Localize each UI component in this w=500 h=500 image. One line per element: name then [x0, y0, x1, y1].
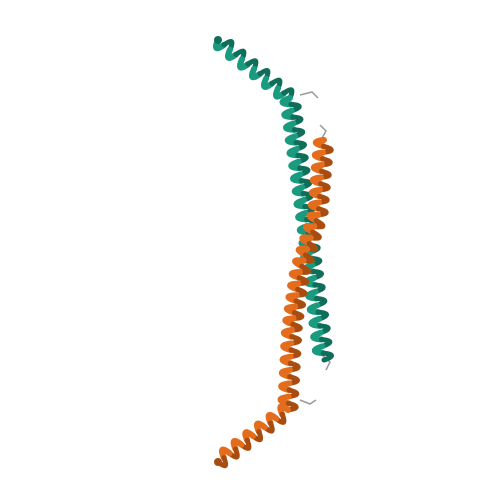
teal-helix-segment — [279, 95, 314, 203]
linker-strand — [319, 124, 327, 139]
orange-terminus — [214, 458, 222, 466]
helix-ribbons — [213, 36, 335, 469]
linker-strand — [299, 91, 319, 99]
orange-helix-segment — [307, 137, 334, 218]
orange-helix-segment — [282, 269, 310, 333]
orange-helix-segment — [215, 403, 291, 469]
linker-strand — [299, 399, 317, 405]
teal-helix-segment — [213, 37, 295, 101]
orange-helix-segment — [292, 211, 326, 275]
teal-helix-turn — [320, 350, 335, 363]
teal-terminus — [214, 36, 222, 44]
